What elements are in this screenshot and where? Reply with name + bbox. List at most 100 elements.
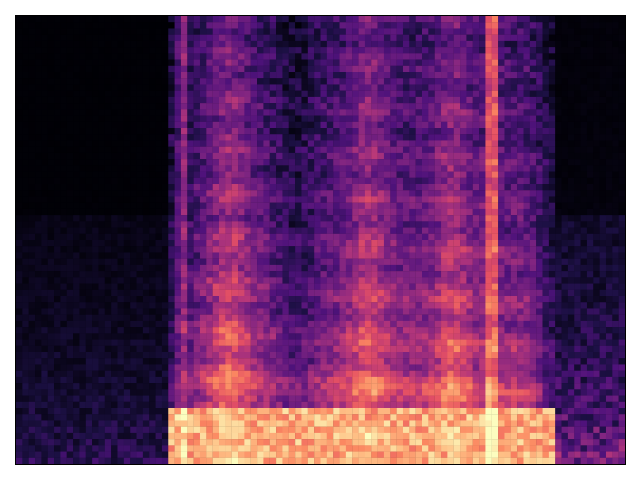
heatmap-cell: [345, 59, 353, 66]
heatmap-cell: [168, 389, 175, 396]
heatmap-cell: [326, 47, 334, 54]
heatmap-cell: [333, 202, 340, 210]
heatmap-cell: [180, 408, 188, 415]
heatmap-cell: [212, 171, 220, 178]
heatmap-cell: [168, 296, 175, 303]
heatmap-cell: [231, 252, 239, 259]
heatmap-cell: [250, 208, 258, 216]
heatmap-cell: [212, 383, 220, 390]
heatmap-cell: [320, 277, 327, 284]
heatmap-cell: [371, 84, 378, 91]
heatmap-cell: [142, 302, 150, 309]
heatmap-cell: [28, 196, 36, 203]
heatmap-cell: [85, 296, 93, 303]
heatmap-cell: [219, 289, 226, 297]
heatmap-cell: [187, 128, 194, 135]
heatmap-cell: [161, 134, 169, 141]
heatmap-cell: [174, 208, 182, 216]
heatmap-cell: [219, 65, 226, 73]
heatmap-cell: [396, 314, 404, 322]
heatmap-cell: [193, 16, 201, 23]
heatmap-cell: [16, 53, 23, 60]
heatmap-cell: [250, 22, 258, 29]
heatmap-cell: [301, 339, 308, 346]
heatmap-cell: [212, 370, 220, 378]
heatmap-cell: [225, 78, 232, 85]
heatmap-cell: [16, 208, 23, 216]
heatmap-cell: [244, 289, 251, 297]
heatmap-cell: [396, 445, 404, 452]
heatmap-cell: [345, 277, 353, 284]
heatmap-cell: [326, 283, 334, 290]
heatmap-cell: [111, 345, 118, 353]
heatmap-cell: [320, 289, 327, 297]
heatmap-cell: [383, 72, 391, 79]
heatmap-cell: [238, 215, 245, 222]
heatmap-cell: [238, 333, 245, 340]
heatmap-cell: [85, 339, 93, 346]
heatmap-cell: [174, 383, 182, 390]
heatmap-cell: [180, 426, 188, 434]
heatmap-cell: [276, 414, 283, 421]
heatmap-cell: [16, 152, 23, 160]
heatmap-cell: [225, 140, 232, 147]
heatmap-cell: [111, 221, 118, 228]
heatmap-cell: [193, 383, 201, 390]
heatmap-cell: [180, 65, 188, 73]
heatmap-cell: [212, 358, 220, 365]
heatmap-cell: [409, 103, 416, 110]
heatmap-cell: [219, 246, 226, 253]
heatmap-cell: [35, 103, 42, 110]
heatmap-cell: [231, 439, 239, 446]
heatmap-cell: [301, 432, 308, 440]
heatmap-cell: [219, 376, 226, 384]
heatmap-cell: [377, 439, 385, 446]
heatmap-cell: [130, 40, 137, 48]
heatmap-cell: [149, 28, 156, 35]
heatmap-cell: [314, 370, 321, 378]
heatmap-cell: [168, 221, 175, 228]
heatmap-cell: [422, 40, 429, 48]
heatmap-cell: [41, 152, 48, 160]
heatmap-cell: [136, 47, 144, 54]
heatmap-cell: [326, 190, 334, 197]
heatmap-cell: [79, 277, 86, 284]
heatmap-cell: [155, 215, 163, 222]
heatmap-cell: [35, 296, 42, 303]
heatmap-cell: [16, 128, 23, 135]
heatmap-cell: [307, 345, 315, 353]
heatmap-cell: [22, 420, 29, 427]
heatmap-cell: [314, 208, 321, 216]
heatmap-cell: [187, 345, 194, 353]
heatmap-cell: [16, 383, 23, 390]
heatmap-cell: [35, 152, 42, 160]
heatmap-cell: [206, 252, 213, 259]
heatmap-cell: [428, 414, 435, 421]
heatmap-cell: [22, 128, 29, 135]
heatmap-cell: [263, 103, 270, 110]
heatmap-cell: [22, 90, 29, 98]
heatmap-cell: [390, 246, 397, 253]
heatmap-cell: [155, 308, 163, 315]
heatmap-cell: [250, 72, 258, 79]
heatmap-cell: [307, 227, 315, 234]
heatmap-cell: [244, 202, 251, 210]
heatmap-cell: [364, 171, 372, 178]
heatmap-cell: [250, 352, 258, 359]
heatmap-cell: [371, 426, 378, 434]
heatmap-cell: [231, 289, 239, 297]
heatmap-cell: [212, 240, 220, 247]
heatmap-cell: [269, 65, 277, 73]
heatmap-cell: [149, 302, 156, 309]
heatmap-cell: [377, 202, 385, 210]
heatmap-cell: [73, 252, 80, 259]
heatmap-cell: [326, 221, 334, 228]
heatmap-cell: [257, 159, 264, 166]
heatmap-cell: [314, 140, 321, 147]
heatmap-cell: [180, 202, 188, 210]
heatmap-cell: [422, 432, 429, 440]
heatmap-cell: [428, 53, 435, 60]
heatmap-cell: [428, 296, 435, 303]
heatmap-cell: [206, 233, 213, 241]
heatmap-cell: [390, 171, 397, 178]
